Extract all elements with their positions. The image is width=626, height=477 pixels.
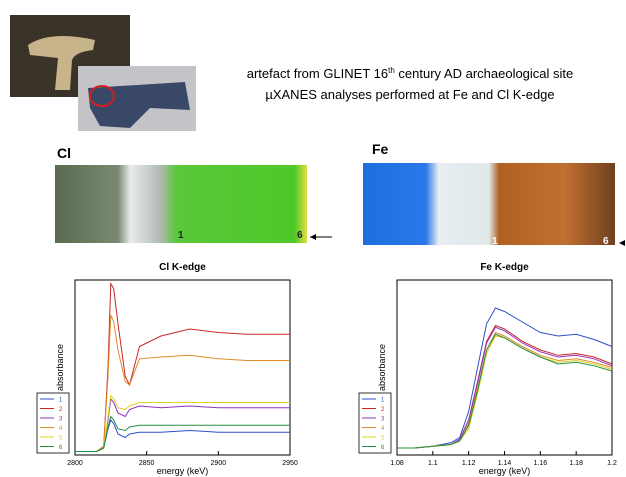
x-tick-label: 1.1 [428,460,438,467]
x-axis-label: energy (keV) [157,466,209,476]
header-line1: artefact from GLINET 16th century AD arc… [247,66,574,81]
x-tick-label: 1.16 [534,460,548,467]
map-label: Cl [57,145,71,161]
arrow-head [310,234,316,240]
series-line [397,336,612,448]
x-tick-label: 1.12 [462,460,476,467]
x-tick-label: 1.2 [607,460,617,467]
plot-frame [397,280,612,455]
series-line [397,326,612,449]
y-axis-label: absorbance [377,344,387,391]
map-marker: 1 [492,236,498,247]
series-line [397,333,612,449]
header-line2: µXANES analyses performed at Fe and Cl K… [265,87,554,102]
map-label: Fe [372,141,389,157]
x-tick-label: 2950 [282,460,298,467]
fe-map [363,163,615,245]
x-axis-label: energy (keV) [479,466,531,476]
series-line [397,327,612,448]
x-tick-label: 2900 [211,460,227,467]
series-line [397,334,612,448]
chart-title: Fe K-edge [480,262,529,273]
map-marker: 1 [178,230,184,241]
slide: artefact from GLINET 16th century AD arc… [0,0,626,477]
legend-box [359,393,391,453]
legend-box [37,393,69,453]
map-marker: 6 [297,230,303,241]
map-marker: 6 [603,236,609,247]
x-tick-label: 1.18 [569,460,583,467]
chart-title: Cl K-edge [159,262,206,273]
x-tick-label: 2850 [139,460,155,467]
x-tick-label: 2800 [67,460,83,467]
y-axis-label: absorbance [55,344,65,391]
series-line [75,396,290,452]
arrow-head [619,240,625,246]
x-tick-label: 1.08 [390,460,404,467]
